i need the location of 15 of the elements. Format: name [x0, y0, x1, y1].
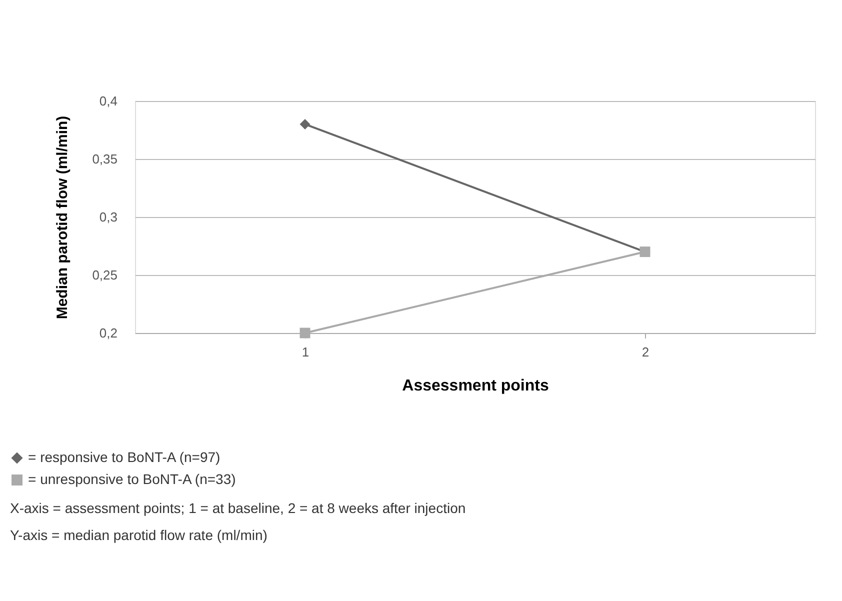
y-axis-title: Median parotid flow (ml/min)	[54, 116, 72, 320]
y-tick-label: 0,3	[99, 210, 118, 224]
point	[300, 118, 310, 130]
text: Y-axis = median parotid flow rate (ml/min)	[10, 527, 268, 543]
point	[300, 328, 310, 338]
y-tick-label: 0,2	[99, 326, 118, 340]
y-tick-label: 0,25	[92, 268, 118, 282]
x-tick-label: 2	[642, 344, 650, 360]
x-tick-label: 1	[302, 344, 310, 360]
legend-label: = unresponsive to BoNT-A (n=33)	[28, 471, 236, 487]
x-axis-title: Assessment points	[402, 378, 549, 394]
y-tick-label: 0,35	[92, 152, 118, 166]
legend-label: = responsive to BoNT-A (n=97)	[28, 449, 220, 465]
text: X-axis = assessment points; 1 = at baseline, 2 = at 8 weeks after injection	[10, 500, 466, 516]
y-tick-label: 0,4	[99, 94, 118, 108]
